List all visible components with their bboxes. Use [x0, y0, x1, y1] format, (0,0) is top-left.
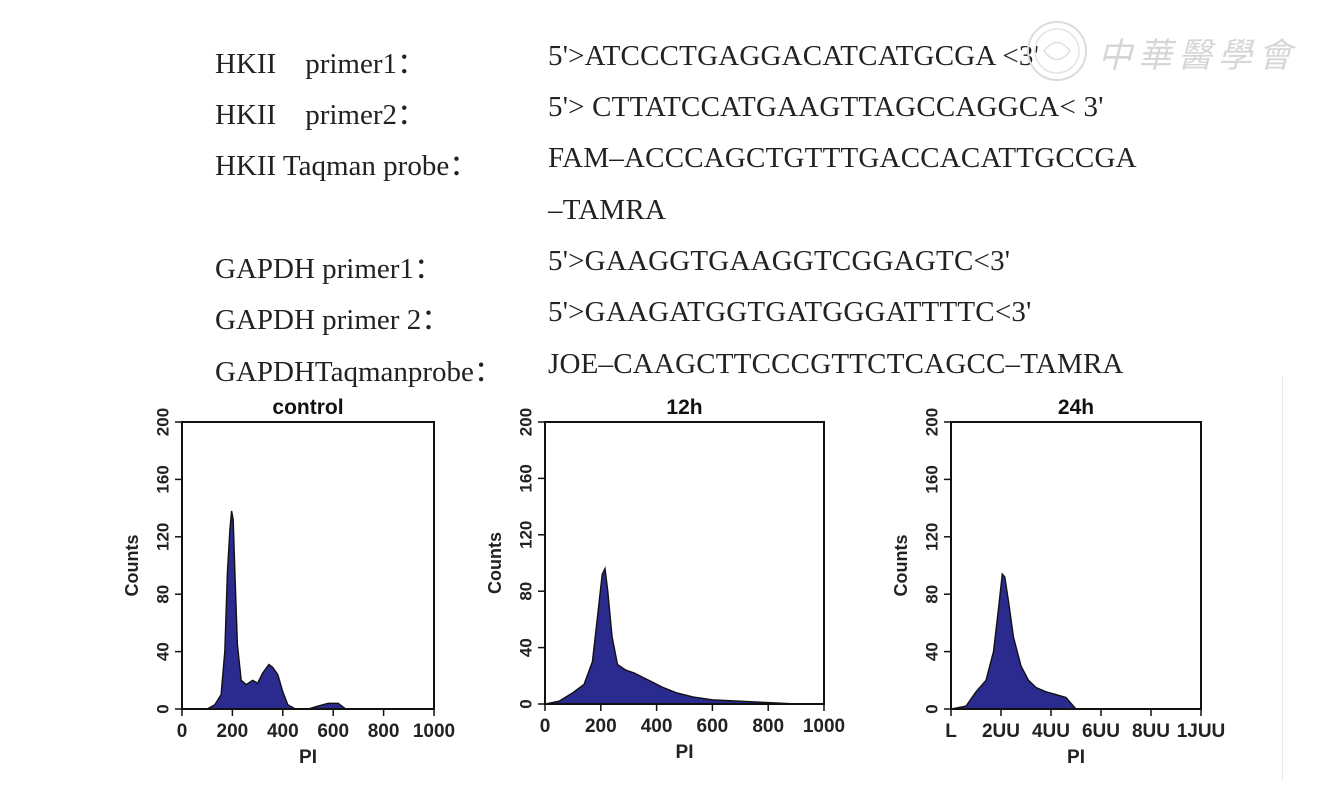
primer-row: GAPDH primer1： 5'>GAAGGTGAAGGTCGGAGTC<3' — [0, 245, 1342, 295]
figure-right-edge — [1282, 376, 1283, 780]
flow-cytometry-figure: 0 200 400 600 800 1000 0 40 80 120 160 200 control PI… — [0, 376, 1342, 780]
primer-sequence: JOE–CAAGCTTCCCGTTCTCAGCC–TAMRA — [548, 348, 1124, 380]
y-axis-label: Counts — [485, 532, 505, 594]
primer-row: GAPDH primer 2： 5'>GAAGATGGTGATGGGATTTTC… — [0, 296, 1342, 346]
x-tick-label: 1000 — [803, 716, 845, 737]
primer-row: HKII primer2： 5'> CTTATCCATGAAGTTAGCCAGG… — [0, 91, 1342, 141]
chart-title: 24h — [1058, 396, 1094, 419]
y-tick-label: 0 — [516, 699, 535, 708]
y-tick-label: 80 — [153, 585, 172, 604]
primer-label: HKII Taqman probe： — [215, 150, 479, 182]
primer-label: HKII primer1： — [215, 48, 427, 80]
x-tick-label: 600 — [697, 716, 729, 737]
x-tick-label: 2UU — [982, 721, 1020, 742]
x-tick-label: 1000 — [413, 721, 455, 742]
x-tick-label: 4UU — [1032, 721, 1070, 742]
y-tick-label: 40 — [922, 642, 941, 661]
y-tick-label: 80 — [516, 582, 535, 601]
y-axis-label: Counts — [122, 535, 142, 597]
y-axis-label: Counts — [891, 535, 911, 597]
primer-row: GAPDHTaqmanprobe： JOE–CAAGCTTCCCGTTCTCAG… — [0, 348, 1342, 398]
y-tick-label: 40 — [516, 638, 535, 657]
journal-watermark: 中華醫學會 — [1098, 36, 1298, 76]
y-tick-label: 0 — [153, 704, 172, 713]
primer-row: –TAMRA — [0, 194, 1342, 244]
histogram-area — [950, 572, 1201, 710]
x-tick-label: 600 — [317, 721, 349, 742]
primer-row: HKII Taqman probe： FAM–ACCCAGCTGTTTGACCA… — [0, 142, 1342, 192]
chart-title: control — [272, 396, 343, 419]
x-tick-label: 0 — [540, 716, 551, 737]
primer-label: GAPDH primer 2： — [215, 304, 451, 336]
y-tick-label: 160 — [153, 465, 172, 493]
histogram-area — [544, 566, 824, 705]
y-tick-label: 200 — [922, 408, 941, 436]
y-tick-label: 200 — [153, 408, 172, 436]
plot-frame — [544, 421, 825, 705]
x-tick-label: 800 — [752, 716, 784, 737]
society-seal-icon — [1027, 21, 1087, 81]
x-tick-label: 200 — [217, 721, 249, 742]
primer-sequence: 5'>GAAGGTGAAGGTCGGAGTC<3' — [548, 245, 1011, 277]
primer-label: GAPDH primer1： — [215, 253, 443, 285]
x-tick-label: 400 — [267, 721, 299, 742]
plot-frame — [181, 421, 435, 710]
chart-title: 12h — [666, 396, 702, 419]
primer-sequence: 5'> CTTATCCATGAAGTTAGCCAGGCA< 3' — [548, 91, 1104, 123]
histogram-panels: 0 200 400 600 800 100004080120160200controlPI… — [122, 396, 1226, 768]
x-tick-label: 0 — [177, 721, 188, 742]
x-tick-label: L — [945, 721, 957, 742]
y-tick-label: 160 — [516, 464, 535, 492]
y-tick-label: 0 — [922, 704, 941, 713]
y-tick-label: 160 — [922, 465, 941, 493]
primer-sequence: –TAMRA — [548, 194, 667, 226]
y-tick-label: 120 — [922, 523, 941, 551]
y-tick-label: 120 — [516, 521, 535, 549]
primer-sequence: 5'>ATCCCTGAGGACATCATGCGA <3' — [548, 40, 1040, 72]
x-tick-label: 200 — [585, 716, 617, 737]
primer-table: HKII primer1： 5'>ATCCCTGAGGACATCATGCGA <… — [0, 0, 1342, 388]
y-tick-label: 40 — [153, 642, 172, 661]
y-tick-label: 200 — [516, 408, 535, 436]
histogram-area — [182, 510, 434, 710]
x-axis-label: PI — [1067, 747, 1085, 768]
x-tick-label: 400 — [641, 716, 673, 737]
x-tick-label: 6UU — [1082, 721, 1120, 742]
primer-row: HKII primer1： 5'>ATCCCTGAGGACATCATGCGA <… — [0, 40, 1342, 90]
y-tick-label: 80 — [922, 585, 941, 604]
x-axis-label: PI — [676, 742, 694, 763]
primer-label: HKII primer2： — [215, 99, 427, 131]
x-axis-label: PI — [299, 747, 317, 768]
plot-frame — [950, 421, 1202, 710]
primer-sequence: FAM–ACCCAGCTGTTTGACCACATTGCCGA — [548, 142, 1137, 174]
x-tick-label: 800 — [368, 721, 400, 742]
primer-label: GAPDHTaqmanprobe： — [215, 356, 503, 388]
y-tick-label: 120 — [153, 523, 172, 551]
primer-sequence: 5'>GAAGATGGTGATGGGATTTTC<3' — [548, 296, 1032, 328]
x-tick-label: 1JUU — [1177, 721, 1226, 742]
x-tick-label: 8UU — [1132, 721, 1170, 742]
